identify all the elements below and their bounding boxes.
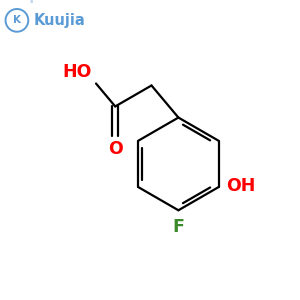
Text: K: K [13, 15, 21, 26]
Text: OH: OH [226, 177, 255, 195]
Text: Kuujia: Kuujia [34, 13, 86, 28]
Text: F: F [172, 218, 184, 236]
Text: HO: HO [62, 62, 92, 80]
Text: O: O [108, 140, 123, 158]
Text: °: ° [30, 2, 33, 8]
